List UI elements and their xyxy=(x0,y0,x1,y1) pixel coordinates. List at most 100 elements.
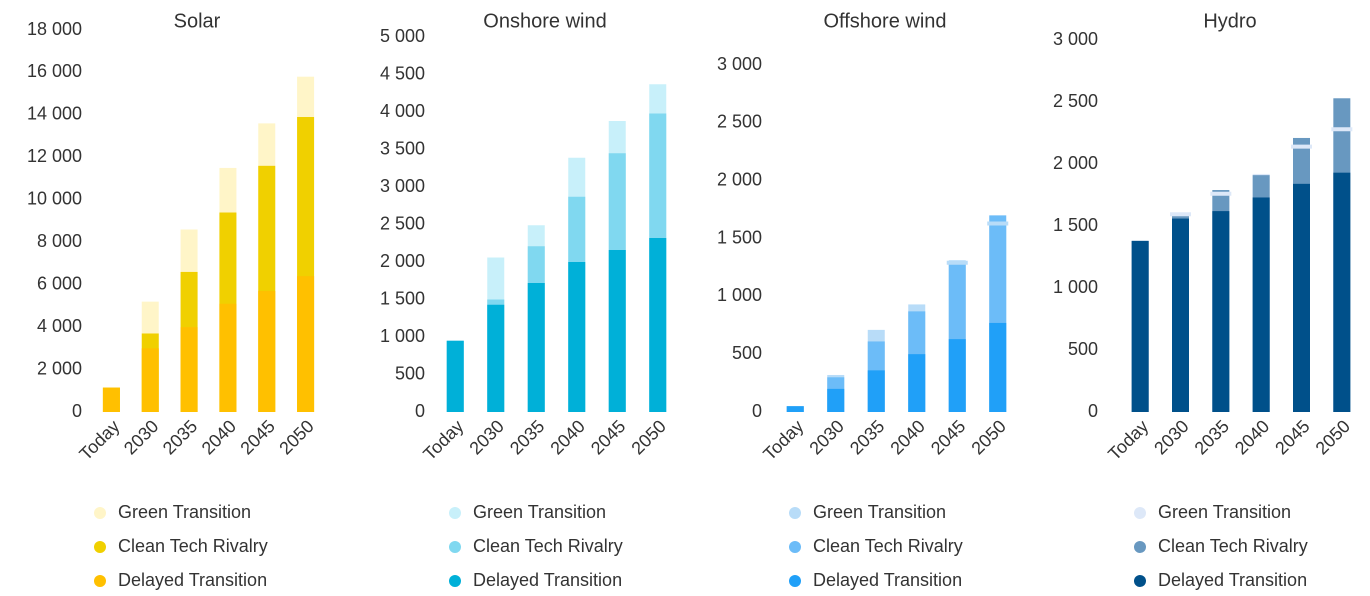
x-tick-label: Today xyxy=(75,416,123,464)
y-tick-label: 500 xyxy=(395,363,425,383)
legend-marker xyxy=(789,541,801,553)
bar xyxy=(1172,218,1189,412)
legend-marker xyxy=(1134,507,1146,519)
y-tick-label: 0 xyxy=(72,401,82,421)
x-tick-label: 2035 xyxy=(846,416,888,458)
x-tick-label: Today xyxy=(759,416,807,464)
y-tick-label: 2 000 xyxy=(717,169,762,189)
x-tick-label: 2040 xyxy=(198,416,240,458)
legend-marker xyxy=(449,575,461,587)
y-tick-label: 3 000 xyxy=(380,176,425,196)
bar xyxy=(1293,183,1310,412)
x-tick-label: 2030 xyxy=(465,416,507,458)
legend-label: Delayed Transition xyxy=(473,570,622,590)
x-tick-label: 2050 xyxy=(1312,416,1354,458)
bar xyxy=(297,276,315,412)
legend-marker xyxy=(449,541,461,553)
y-tick-label: 8 000 xyxy=(37,231,82,251)
y-tick-label: 2 500 xyxy=(717,112,762,132)
x-tick-label: 2045 xyxy=(1271,416,1313,458)
legend-label: Delayed Transition xyxy=(813,570,962,590)
legend-marker xyxy=(1134,541,1146,553)
y-tick-label: 2 000 xyxy=(37,358,82,378)
bar xyxy=(568,262,586,412)
x-tick-label: 2050 xyxy=(967,416,1009,458)
y-tick-label: 1 000 xyxy=(717,285,762,305)
y-tick-label: 0 xyxy=(1088,401,1098,421)
legend-label: Clean Tech Rivalry xyxy=(1158,536,1308,556)
y-tick-label: 1 500 xyxy=(380,288,425,308)
y-tick-label: 500 xyxy=(1068,339,1098,359)
bar xyxy=(1252,197,1270,412)
legend-marker xyxy=(789,575,801,587)
y-tick-label: 2 500 xyxy=(1053,91,1098,111)
bar xyxy=(989,322,1007,412)
x-tick-label: 2050 xyxy=(275,416,317,458)
chart-title: Solar xyxy=(174,10,221,32)
bar xyxy=(487,304,505,412)
y-tick-label: 2 000 xyxy=(1053,153,1098,173)
legend-label: Clean Tech Rivalry xyxy=(813,536,963,556)
y-tick-label: 4 000 xyxy=(37,316,82,336)
legend-marker xyxy=(94,507,106,519)
legend-marker xyxy=(789,507,801,519)
y-tick-label: 16 000 xyxy=(27,61,82,81)
y-tick-label: 6 000 xyxy=(37,273,82,293)
legend-marker xyxy=(94,541,106,553)
x-tick-label: 2040 xyxy=(886,416,928,458)
x-tick-label: Today xyxy=(419,416,467,464)
x-tick-label: 2045 xyxy=(927,416,969,458)
legend-marker xyxy=(449,507,461,519)
legend-label: Green Transition xyxy=(1158,502,1291,522)
bar xyxy=(867,370,885,412)
legend-label: Clean Tech Rivalry xyxy=(118,536,268,556)
bar xyxy=(102,387,120,412)
bar xyxy=(141,348,159,412)
y-tick-label: 14 000 xyxy=(27,104,82,124)
x-tick-label: 2050 xyxy=(627,416,669,458)
bar xyxy=(1212,211,1230,412)
bar xyxy=(948,339,966,412)
bar xyxy=(258,291,276,412)
x-tick-label: 2035 xyxy=(159,416,201,458)
x-tick-label: 2030 xyxy=(805,416,847,458)
legend-label: Delayed Transition xyxy=(1158,570,1307,590)
y-tick-label: 4 500 xyxy=(380,63,425,83)
bar xyxy=(786,406,804,412)
x-tick-label: 2040 xyxy=(546,416,588,458)
legend-label: Green Transition xyxy=(813,502,946,522)
chart-title: Onshore wind xyxy=(483,10,606,32)
y-tick-label: 4 000 xyxy=(380,101,425,121)
bar xyxy=(1333,172,1351,412)
y-tick-label: 1 000 xyxy=(380,326,425,346)
y-tick-label: 0 xyxy=(752,401,762,421)
x-tick-label: Today xyxy=(1104,416,1152,464)
y-tick-label: 1 500 xyxy=(1053,215,1098,235)
x-tick-label: 2030 xyxy=(1150,416,1192,458)
chart-title: Hydro xyxy=(1203,10,1256,32)
y-tick-label: 1 500 xyxy=(717,227,762,247)
y-tick-label: 3 000 xyxy=(1053,29,1098,49)
y-tick-label: 10 000 xyxy=(27,189,82,209)
legend-label: Green Transition xyxy=(473,502,606,522)
x-tick-label: 2030 xyxy=(120,416,162,458)
bar xyxy=(446,340,464,412)
y-tick-label: 3 500 xyxy=(380,138,425,158)
bar xyxy=(649,238,667,412)
chart-title: Offshore wind xyxy=(823,10,946,32)
legend-label: Green Transition xyxy=(118,502,251,522)
bar xyxy=(180,327,198,412)
bar xyxy=(827,388,845,412)
x-tick-label: 2045 xyxy=(587,416,629,458)
y-tick-label: 3 000 xyxy=(717,54,762,74)
x-tick-label: 2035 xyxy=(506,416,548,458)
y-tick-label: 2 000 xyxy=(380,251,425,271)
bar xyxy=(608,250,626,412)
x-tick-label: 2040 xyxy=(1231,416,1273,458)
y-tick-label: 500 xyxy=(732,343,762,363)
bar xyxy=(219,303,237,412)
bar xyxy=(908,354,926,412)
x-tick-label: 2045 xyxy=(236,416,278,458)
bar xyxy=(1131,240,1149,412)
bar xyxy=(527,283,545,412)
